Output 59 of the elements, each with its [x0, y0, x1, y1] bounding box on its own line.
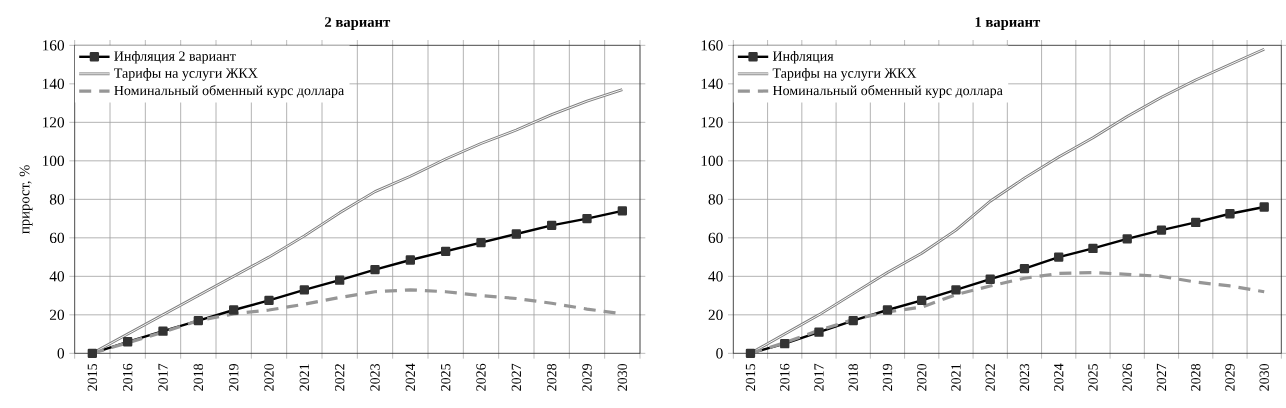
y-tick-label: 160 [701, 40, 723, 51]
x-tick-label: 2015 [745, 363, 756, 391]
legend-label: Инфляция 2 вариант [114, 50, 236, 64]
y-tick-label: 160 [42, 40, 65, 51]
y-tick-label: 140 [42, 78, 65, 90]
y-tick-label: 0 [57, 348, 65, 359]
y-tick-label: 20 [708, 309, 723, 320]
chart-title: 1 вариант [975, 17, 1041, 30]
y-tick-label: 100 [701, 155, 723, 166]
chart-title: 2 вариант [325, 17, 391, 30]
x-tick-label: 2015 [87, 363, 98, 391]
x-tick-label: 2021 [951, 364, 961, 391]
y-tick-label: 80 [708, 194, 723, 205]
x-tick-label: 2025 [1088, 363, 1098, 391]
y-tick-label: 60 [49, 232, 65, 243]
x-tick-label: 2021 [299, 364, 310, 391]
x-tick-label: 2020 [917, 363, 927, 391]
x-tick-label: 2016 [122, 363, 133, 391]
y-tick-label: 80 [49, 194, 65, 205]
x-tick-label: 2029 [582, 363, 592, 391]
x-tick-label: 2026 [476, 363, 486, 391]
x-tick-label: 2018 [193, 363, 204, 391]
y-tick-label: 40 [49, 271, 65, 282]
x-tick-label: 2022 [985, 364, 995, 391]
x-tick-label: 2024 [1053, 363, 1064, 391]
y-tick-label: 0 [716, 348, 723, 359]
y-tick-label: 20 [49, 309, 65, 320]
x-tick-label: 2017 [158, 363, 168, 391]
x-tick-label: 2023 [370, 363, 380, 391]
x-tick-label: 2027 [1156, 363, 1167, 391]
y-tick-label: 40 [708, 271, 723, 282]
x-tick-label: 2030 [1259, 363, 1269, 391]
x-tick-label: 2026 [1122, 363, 1132, 391]
y-tick-label: 120 [42, 117, 65, 128]
x-tick-label: 2017 [814, 363, 824, 391]
x-tick-label: 2018 [848, 363, 858, 391]
x-tick-label: 2030 [617, 363, 628, 391]
legend-label: Номинальный обменный курс доллара [114, 85, 345, 99]
y-tick-label: 60 [708, 232, 723, 243]
x-tick-label: 2027 [511, 363, 522, 391]
x-tick-label: 2023 [1019, 363, 1030, 391]
x-tick-label: 2020 [264, 363, 274, 391]
x-tick-label: 2019 [228, 363, 239, 391]
y-tick-label: 100 [42, 155, 65, 166]
legend-label: Тарифы на услуги ЖКХ [114, 67, 258, 81]
x-tick-label: 2022 [334, 364, 345, 391]
legend-label: Номинальный обменный курс доллара [772, 85, 1003, 99]
x-tick-label: 2024 [405, 363, 416, 391]
x-tick-label: 2016 [780, 363, 790, 391]
x-tick-label: 2025 [440, 363, 451, 391]
x-tick-label: 2029 [1225, 363, 1235, 391]
x-tick-label: 2019 [882, 363, 893, 391]
y-tick-label: 140 [701, 78, 723, 90]
y-axis-title: прирост, % [19, 165, 33, 234]
x-tick-label: 2028 [1190, 363, 1201, 391]
legend-label: Тарифы на услуги ЖКХ [772, 67, 917, 81]
y-tick-label: 120 [701, 117, 723, 128]
legend-label: Инфляция [772, 50, 834, 64]
x-tick-label: 2028 [546, 363, 557, 391]
